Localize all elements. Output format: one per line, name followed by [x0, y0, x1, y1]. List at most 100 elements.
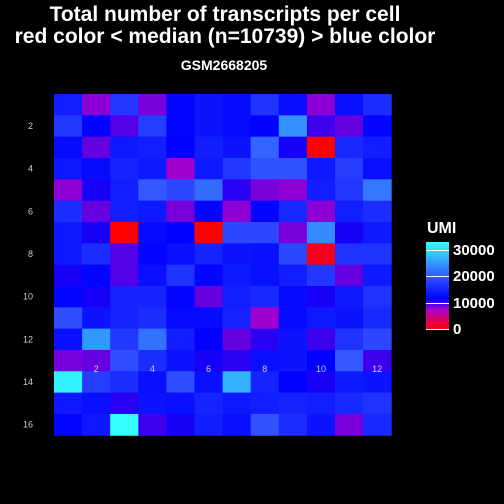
heatmap-cell	[278, 328, 308, 351]
heatmap-cell	[54, 371, 83, 394]
heatmap-cell	[222, 392, 252, 415]
heatmap-cell	[335, 243, 364, 266]
heatmap-cell	[194, 307, 224, 330]
heatmap-cell	[138, 221, 167, 244]
heatmap-cell	[278, 136, 308, 159]
heatmap-cell	[250, 136, 280, 159]
legend-label: 10000	[453, 294, 495, 312]
heatmap-cell	[82, 285, 111, 308]
heatmap-cell	[194, 179, 224, 202]
heatmap-cell	[194, 243, 224, 266]
heatmap-cell	[363, 221, 392, 244]
heatmap-cell	[222, 349, 252, 372]
heatmap-cell	[138, 285, 167, 308]
heatmap-cell	[222, 264, 252, 287]
heatmap-cell	[166, 200, 195, 223]
heatmap-cell	[110, 349, 139, 372]
heatmap-cell	[54, 200, 83, 223]
heatmap-cell	[306, 221, 336, 244]
legend-label: 0	[453, 321, 462, 338]
heatmap-cell	[222, 243, 252, 266]
heatmap-cell	[138, 349, 167, 372]
heatmap-cell	[222, 200, 252, 223]
heatmap-cell	[138, 179, 167, 202]
heatmap-cell	[222, 285, 252, 308]
heatmap-cell	[306, 179, 336, 202]
chart-title: Total number of transcripts per cell	[49, 3, 401, 26]
heatmap-cell	[110, 136, 139, 159]
heatmap-cell	[363, 94, 392, 116]
heatmap-cell	[82, 94, 111, 116]
heatmap-cell	[54, 307, 83, 330]
heatmap-cell	[363, 413, 392, 436]
heatmap-cell	[306, 285, 336, 308]
heatmap-cell	[82, 392, 111, 415]
heatmap-cell	[82, 115, 111, 138]
heatmap-cell	[82, 136, 111, 159]
heatmap-cell	[166, 328, 195, 351]
heatmap-cell	[138, 136, 167, 159]
heatmap-cell	[82, 221, 111, 244]
heatmap-cell	[82, 413, 111, 436]
x-tick-label: 12	[372, 364, 382, 374]
heatmap-cell	[194, 136, 224, 159]
heatmap-cell	[194, 94, 224, 116]
heatmap-cell	[278, 179, 308, 202]
heatmap-cell	[278, 285, 308, 308]
heatmap-cell	[250, 94, 280, 116]
heatmap-cell	[306, 349, 336, 372]
heatmap-cell	[110, 307, 139, 330]
heatmap-cell	[363, 285, 392, 308]
heatmap-cell	[54, 221, 83, 244]
heatmap-cell	[166, 221, 195, 244]
heatmap-cell	[278, 371, 308, 394]
y-tick-label: 8	[28, 249, 33, 259]
heatmap-cell	[110, 157, 139, 180]
chart-title-line2: red color < median (n=10739) > blue clol…	[14, 25, 436, 48]
heatmap-cell	[222, 221, 252, 244]
chart-subtitle: GSM2668205	[180, 57, 268, 73]
heatmap-cell	[138, 371, 167, 394]
heatmap-cell	[110, 413, 139, 436]
heatmap-cell	[54, 115, 83, 138]
heatmap-cell	[194, 413, 224, 436]
heatmap-cell	[54, 264, 83, 287]
heatmap-cell	[194, 221, 224, 244]
heatmap-cell	[363, 179, 392, 202]
legend-title: UMI	[427, 220, 457, 237]
heatmap-cell	[82, 264, 111, 287]
heatmap-cell	[278, 94, 308, 116]
heatmap-cell	[250, 264, 280, 287]
heatmap-cell	[194, 371, 224, 394]
heatmap-cell	[306, 307, 336, 330]
heatmap-cell	[306, 157, 336, 180]
heatmap-cell	[54, 392, 83, 415]
heatmap-cell	[110, 200, 139, 223]
heatmap-cell	[222, 136, 252, 159]
heatmap-cell	[54, 285, 83, 308]
heatmap-cell	[250, 157, 280, 180]
heatmap-cell	[54, 157, 83, 180]
heatmap-cell	[166, 179, 195, 202]
heatmap-cell	[335, 179, 364, 202]
heatmap-cell	[166, 115, 195, 138]
heatmap-cell	[306, 136, 336, 159]
heatmap-cell	[250, 243, 280, 266]
heatmap-cell	[250, 221, 280, 244]
heatmap-cell	[138, 328, 167, 351]
heatmap-cell	[166, 136, 195, 159]
heatmap-cell	[222, 413, 252, 436]
heatmap-cell	[363, 307, 392, 330]
heatmap-cell	[363, 264, 392, 287]
heatmap-cell	[138, 94, 167, 116]
heatmap-cell	[278, 221, 308, 244]
heatmap-cell	[335, 157, 364, 180]
heatmap-cell	[166, 413, 195, 436]
heatmap-cell	[110, 371, 139, 394]
heatmap-cell	[110, 94, 139, 116]
heatmap-cell	[222, 371, 252, 394]
heatmap-cell	[82, 328, 111, 351]
heatmap-cell	[278, 157, 308, 180]
x-tick-label: 4	[150, 364, 155, 374]
heatmap-cell	[335, 349, 364, 372]
